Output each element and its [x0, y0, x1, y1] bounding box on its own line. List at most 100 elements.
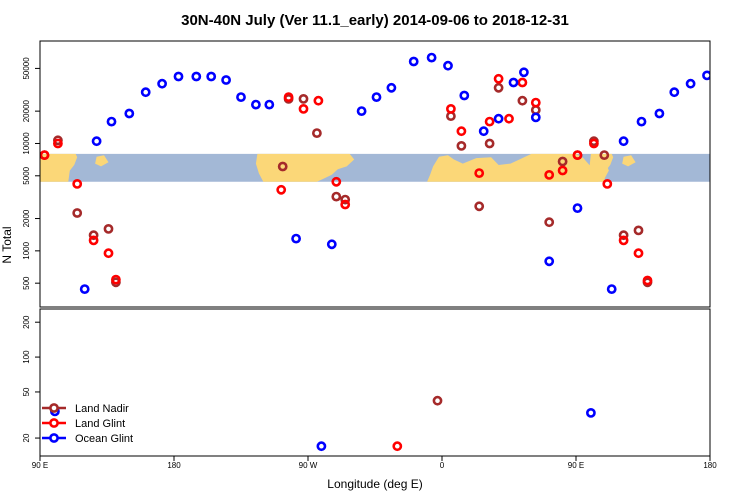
ocean-glint-point — [316, 441, 327, 452]
x-axis-label: Longitude (deg E) — [327, 477, 422, 491]
x-tick-label: 90 E — [568, 461, 584, 470]
land-nadir-point — [331, 191, 342, 202]
land-glint-point — [484, 116, 495, 127]
land-nadir-point — [517, 95, 528, 106]
ocean-glint-point — [91, 136, 102, 147]
upper-y-tick-label: 5000 — [22, 166, 31, 184]
map-land-japan-2 — [622, 155, 636, 167]
land-nadir-point — [432, 395, 443, 406]
land-glint-point — [445, 104, 456, 114]
ocean-glint-point — [173, 71, 184, 82]
land-nadir-point — [599, 150, 610, 160]
ocean-glint-point — [443, 60, 453, 71]
ocean-glint-point — [702, 70, 710, 81]
x-tick-label: 0 — [440, 461, 445, 470]
ocean-glint-point — [685, 78, 696, 89]
lower-y-tick-label: 100 — [22, 350, 31, 364]
axes: 90 E 180 90 W 0 90 E 180 500 1000 2000 5000 10000 2… — [22, 57, 717, 470]
upper-y-tick-label: 2000 — [22, 209, 31, 227]
ocean-glint-point — [654, 108, 665, 119]
land-glint-point — [504, 113, 514, 124]
ocean-glint-point — [530, 112, 541, 123]
land-glint-point — [392, 441, 403, 452]
ocean-glint-point — [326, 239, 337, 250]
land-glint-point — [72, 178, 83, 189]
ocean-glint-point — [544, 256, 555, 267]
ocean-glint-point — [636, 116, 647, 127]
land-nadir-point — [474, 201, 485, 212]
ocean-glint-point — [371, 92, 382, 102]
land-glint-point — [283, 92, 294, 102]
land-nadir-point — [557, 156, 568, 167]
land-glint-point — [331, 176, 342, 187]
land-nadir-point — [277, 161, 288, 172]
land-glint-point — [40, 150, 50, 160]
map-land-japan — [95, 155, 109, 167]
x-tick-label: 90 E — [32, 461, 48, 470]
lower-y-tick-label: 50 — [22, 387, 31, 396]
land-glint-point — [474, 168, 485, 178]
ocean-glint-point — [250, 99, 261, 110]
land-nadir-point — [298, 94, 309, 104]
land-glint-point — [276, 184, 287, 195]
land-glint-point — [111, 274, 121, 285]
x-tick-label: 180 — [703, 461, 717, 470]
land-glint-point — [298, 104, 309, 114]
y-axis-label: N Total — [0, 226, 14, 263]
land-glint-point — [602, 178, 613, 189]
ocean-glint-point — [106, 116, 117, 127]
ocean-glint-point — [426, 52, 437, 63]
world-map-band — [40, 153, 710, 182]
land-nadir-point — [484, 138, 495, 149]
ocean-glint-point — [459, 90, 470, 101]
upper-y-tick-label: 50000 — [22, 57, 31, 80]
map-land-east-asia — [40, 153, 78, 182]
land-glint-point — [589, 138, 599, 149]
land-glint-point — [493, 73, 504, 84]
land-nadir-point — [88, 230, 99, 241]
ocean-glint-point — [572, 203, 583, 213]
map-land-north-america — [255, 153, 355, 182]
land-glint-point — [103, 248, 114, 259]
upper-y-tick-label: 10000 — [22, 132, 31, 155]
lower-plot-frame — [39, 308, 711, 457]
legend: Land Nadir Land Glint Ocean Glint — [42, 403, 133, 445]
ocean-glint-point — [124, 108, 135, 119]
ocean-glint-point — [669, 87, 680, 98]
x-tick-label: 180 — [167, 461, 181, 470]
lower-y-tick-label: 200 — [22, 315, 31, 329]
land-glint-point — [88, 235, 99, 246]
land-nadir-point — [544, 217, 555, 228]
land-nadir-point — [103, 223, 114, 234]
land-nadir-point — [311, 128, 322, 138]
upper-panel-points — [40, 52, 710, 294]
chart-title: 30N-40N July (Ver 11.1_early) 2014-09-06… — [181, 12, 569, 29]
land-glint-point — [572, 150, 583, 160]
upper-y-tick-label: 1000 — [22, 241, 31, 259]
ocean-glint-point — [586, 407, 596, 418]
land-glint-point — [53, 138, 63, 149]
land-nadir-point — [456, 140, 467, 151]
land-glint-point — [340, 199, 351, 210]
ocean-glint-point — [191, 71, 202, 82]
land-glint-point — [517, 77, 528, 88]
land-glint-point — [618, 235, 629, 246]
legend-label-land-nadir: Land Nadir — [75, 403, 129, 415]
land-glint-point — [544, 169, 555, 180]
legend-marker-land-nadir — [49, 403, 59, 413]
land-nadir-point — [340, 194, 351, 205]
ocean-glint-point — [606, 284, 617, 294]
land-nadir-point — [618, 230, 629, 241]
ocean-glint-point — [157, 78, 167, 89]
ocean-glint-point — [206, 71, 217, 82]
map-land-east-asia-2 — [587, 153, 614, 182]
land-glint-point — [633, 248, 644, 259]
land-nadir-point — [72, 208, 83, 218]
ocean-glint-point — [79, 284, 90, 294]
ocean-glint-point — [236, 92, 246, 102]
land-nadir-point — [633, 225, 644, 236]
ocean-glint-point — [386, 82, 397, 93]
legend-marker-ocean-glint — [49, 433, 59, 443]
ocean-glint-point — [478, 126, 489, 137]
